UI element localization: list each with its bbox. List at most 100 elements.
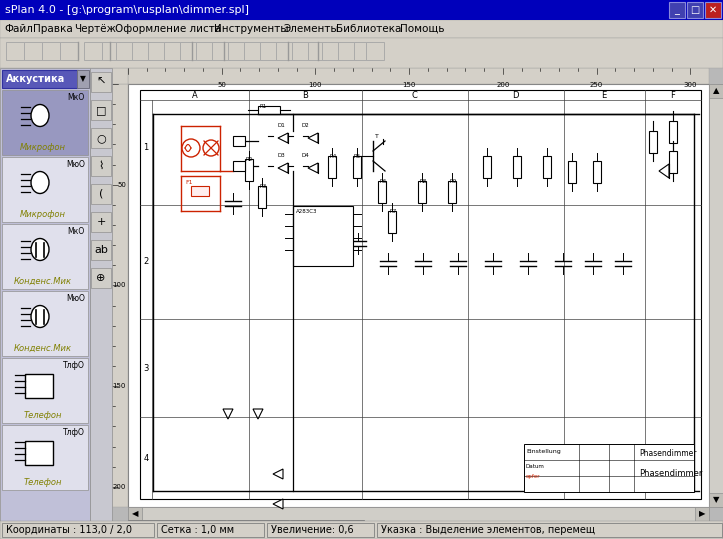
- Polygon shape: [278, 133, 288, 143]
- Text: Библиотека: Библиотека: [335, 24, 401, 34]
- Bar: [524, 444, 694, 492]
- Text: 200: 200: [496, 82, 510, 88]
- Bar: [91, 212, 111, 232]
- Bar: [0, 20, 723, 38]
- Bar: [353, 156, 361, 178]
- Bar: [157, 523, 264, 537]
- Text: E: E: [602, 91, 607, 100]
- Text: Указка : Выделение элементов, перемещ: Указка : Выделение элементов, перемещ: [381, 525, 595, 535]
- Text: Конденс.Мик: Конденс.Мик: [14, 344, 72, 353]
- Bar: [164, 42, 182, 60]
- Bar: [116, 42, 134, 60]
- Bar: [196, 42, 214, 60]
- Bar: [483, 156, 491, 178]
- Text: Телефон: Телефон: [24, 411, 62, 420]
- Text: Микрофон: Микрофон: [20, 143, 66, 152]
- Bar: [2, 224, 88, 289]
- Bar: [91, 184, 111, 204]
- Bar: [112, 84, 128, 507]
- Text: R2: R2: [246, 157, 253, 162]
- Text: D2: D2: [301, 123, 309, 128]
- Text: Netzteil: Netzteil: [239, 523, 277, 534]
- Bar: [705, 2, 721, 18]
- Text: T: T: [375, 134, 379, 139]
- Text: F: F: [670, 91, 675, 100]
- Bar: [709, 84, 723, 98]
- Bar: [292, 42, 310, 60]
- Bar: [593, 161, 601, 183]
- Bar: [112, 68, 128, 84]
- Text: Увеличение: 0,6: Увеличение: 0,6: [271, 525, 354, 535]
- Bar: [148, 42, 166, 60]
- Text: D1: D1: [278, 123, 286, 128]
- Bar: [90, 68, 112, 521]
- Bar: [258, 106, 280, 114]
- Text: B: B: [302, 91, 309, 100]
- Bar: [418, 181, 426, 203]
- Text: ⊕: ⊕: [96, 273, 106, 283]
- Text: A: A: [192, 91, 197, 100]
- Text: ↖: ↖: [96, 77, 106, 87]
- Bar: [276, 42, 294, 60]
- Text: 1: 1: [143, 143, 149, 152]
- Polygon shape: [308, 163, 318, 173]
- Text: ⌇: ⌇: [98, 161, 103, 171]
- Bar: [244, 42, 262, 60]
- Polygon shape: [223, 409, 233, 419]
- Text: Координаты : 113,0 / 2,0: Координаты : 113,0 / 2,0: [6, 525, 132, 535]
- Bar: [0, 521, 723, 539]
- Text: ▼: ▼: [80, 74, 86, 84]
- Text: Файл: Файл: [4, 24, 33, 34]
- Text: Аккустика: Аккустика: [6, 74, 65, 84]
- Bar: [2, 157, 88, 222]
- Text: ✕: ✕: [709, 5, 717, 15]
- Text: МкО: МкО: [68, 227, 85, 236]
- Bar: [212, 42, 230, 60]
- Bar: [2, 70, 78, 88]
- Text: ab: ab: [94, 245, 108, 255]
- Bar: [2, 523, 154, 537]
- Text: R7: R7: [389, 209, 396, 214]
- Ellipse shape: [31, 306, 49, 328]
- Text: 250: 250: [590, 82, 603, 88]
- Bar: [24, 42, 42, 60]
- Bar: [709, 84, 723, 507]
- Text: МкО: МкО: [68, 93, 85, 102]
- Bar: [260, 42, 278, 60]
- Text: +: +: [96, 217, 106, 227]
- Text: 100: 100: [113, 282, 126, 288]
- Polygon shape: [659, 164, 669, 178]
- Bar: [91, 100, 111, 120]
- Text: Микрофон: Микрофон: [20, 210, 66, 219]
- Bar: [669, 151, 677, 173]
- Text: ◀: ◀: [132, 509, 138, 519]
- Text: Помощь: Помощь: [400, 24, 445, 34]
- Text: D3: D3: [278, 153, 286, 158]
- Bar: [290, 520, 364, 537]
- Bar: [128, 507, 142, 521]
- Bar: [2, 358, 88, 423]
- Text: ТлфО: ТлфО: [63, 361, 85, 370]
- Bar: [132, 42, 150, 60]
- Bar: [366, 42, 384, 60]
- Bar: [308, 42, 326, 60]
- Bar: [0, 68, 90, 521]
- Bar: [388, 211, 396, 233]
- Bar: [2, 425, 88, 490]
- Text: Hauptschaltung: Hauptschaltung: [138, 523, 216, 534]
- Bar: [227, 520, 289, 537]
- Text: ▼: ▼: [713, 495, 719, 505]
- Text: opfer: opfer: [526, 474, 541, 479]
- Bar: [354, 42, 372, 60]
- Bar: [448, 181, 456, 203]
- Bar: [128, 68, 709, 84]
- Bar: [233, 136, 245, 146]
- Text: ▲: ▲: [713, 86, 719, 95]
- Polygon shape: [278, 163, 288, 173]
- Text: Элементы: Элементы: [283, 24, 339, 34]
- Text: □: □: [690, 5, 700, 15]
- Text: Сетка : 1,0 мм: Сетка : 1,0 мм: [161, 525, 234, 535]
- Ellipse shape: [31, 105, 49, 127]
- Text: 2: 2: [143, 257, 149, 266]
- Bar: [102, 42, 120, 60]
